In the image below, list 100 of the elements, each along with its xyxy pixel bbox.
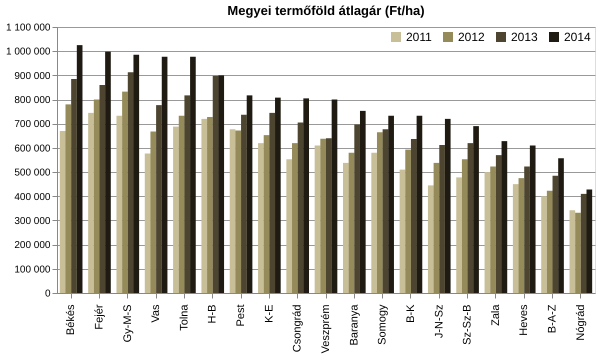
- y-tick-label: 1 000 000: [6, 46, 51, 58]
- x-tick-label: Békés: [65, 304, 78, 336]
- x-tick-label: Sz-Sz-B: [462, 304, 474, 345]
- bar: [473, 126, 479, 293]
- x-tick-label: Tolna: [178, 304, 190, 331]
- bar: [258, 143, 264, 293]
- bar: [332, 100, 338, 293]
- bar: [314, 145, 320, 293]
- bar: [105, 52, 111, 293]
- bar: [468, 143, 474, 293]
- y-tick-label: 100 000: [14, 264, 51, 276]
- bar: [286, 159, 292, 293]
- bar: [320, 138, 326, 293]
- x-tick-label: H-B: [206, 304, 219, 324]
- bar: [99, 85, 106, 293]
- x-tick-label: Gy-M-S: [122, 304, 134, 342]
- bar: [541, 196, 547, 293]
- bar: [484, 172, 490, 293]
- bar: [71, 78, 77, 293]
- x-tick-label: K-E: [263, 304, 276, 323]
- bar: [178, 116, 184, 293]
- x-tick-label: B-K: [404, 304, 417, 323]
- bar: [371, 152, 377, 293]
- x-tick-label: Fejér: [93, 304, 106, 330]
- x-tick-label: Nógrád: [574, 304, 587, 341]
- x-tick-label: Somogy: [376, 304, 389, 345]
- x-tick-label: J-N-Sz: [433, 304, 446, 338]
- y-tick-label: 300 000: [14, 216, 51, 227]
- y-tick-label: 500 000: [14, 168, 51, 179]
- bar: [76, 45, 82, 293]
- bar: [60, 130, 66, 293]
- y-tick-label: 0: [44, 288, 51, 300]
- bar: [241, 114, 247, 293]
- y-tick-label: 700 000: [14, 119, 51, 130]
- x-tick-label: Csongrád: [292, 304, 304, 352]
- y-tick-label: 400 000: [14, 192, 51, 203]
- bar: [173, 126, 179, 293]
- chart-title: Megyei termőföld átlagár (Ft/ha): [227, 3, 425, 18]
- bar: [462, 159, 468, 293]
- bar: [122, 92, 128, 293]
- bar: [439, 145, 445, 293]
- legend-label: 2012: [458, 30, 486, 44]
- bar: [400, 170, 406, 293]
- bar: [360, 110, 366, 293]
- bar: [348, 152, 354, 293]
- bar: [405, 150, 411, 293]
- bar: [518, 178, 524, 293]
- bar: [235, 130, 242, 293]
- bar: [212, 76, 218, 293]
- bar: [490, 166, 496, 293]
- bar: [128, 72, 134, 293]
- bar: [416, 116, 422, 293]
- bar: [65, 104, 72, 293]
- bar: [575, 212, 581, 293]
- bar: [275, 98, 281, 293]
- bar: [382, 129, 388, 293]
- bar: [230, 129, 236, 293]
- bar: [156, 105, 162, 293]
- bar: [434, 162, 440, 293]
- bar: [558, 158, 564, 293]
- bar: [570, 210, 576, 293]
- bar: [264, 135, 270, 293]
- bar: [456, 177, 462, 293]
- x-tick-label: Zala: [490, 304, 502, 326]
- y-tick-label: 1 100 000: [6, 22, 51, 34]
- y-tick-label: 900 000: [14, 70, 51, 82]
- bar: [552, 176, 558, 293]
- legend-label: 2014: [564, 30, 592, 44]
- bar: [218, 75, 224, 293]
- bar: [354, 124, 360, 293]
- legend-label: 2011: [406, 30, 432, 44]
- x-tick-label: Baranya: [348, 304, 360, 346]
- bar: [269, 112, 276, 293]
- x-tick-label: Pest: [235, 304, 248, 327]
- y-tick-label: 200 000: [14, 240, 51, 252]
- bar: [150, 131, 156, 293]
- bar: [144, 153, 150, 293]
- bar: [298, 122, 304, 293]
- x-tick-label: B-A-Z: [546, 304, 559, 334]
- bar: [524, 166, 530, 293]
- bar: [246, 95, 252, 293]
- bar: [496, 155, 502, 293]
- bar: [116, 116, 122, 293]
- bar: [428, 185, 434, 293]
- bar: [512, 184, 519, 293]
- bar: [207, 116, 213, 293]
- legend-label: 2013: [511, 30, 538, 44]
- bar: [546, 190, 553, 293]
- y-tick-label: 800 000: [14, 95, 51, 106]
- x-tick-label: Heves: [518, 304, 530, 336]
- bar: [326, 138, 332, 293]
- y-tick-label: 600 000: [14, 143, 51, 154]
- bar: [303, 98, 310, 293]
- bar: [376, 132, 383, 293]
- x-tick-label: Vas: [150, 304, 162, 323]
- bar: [342, 162, 349, 293]
- bar: [530, 145, 536, 293]
- bar: [410, 138, 417, 293]
- bar: [88, 112, 94, 293]
- bar: [184, 95, 190, 293]
